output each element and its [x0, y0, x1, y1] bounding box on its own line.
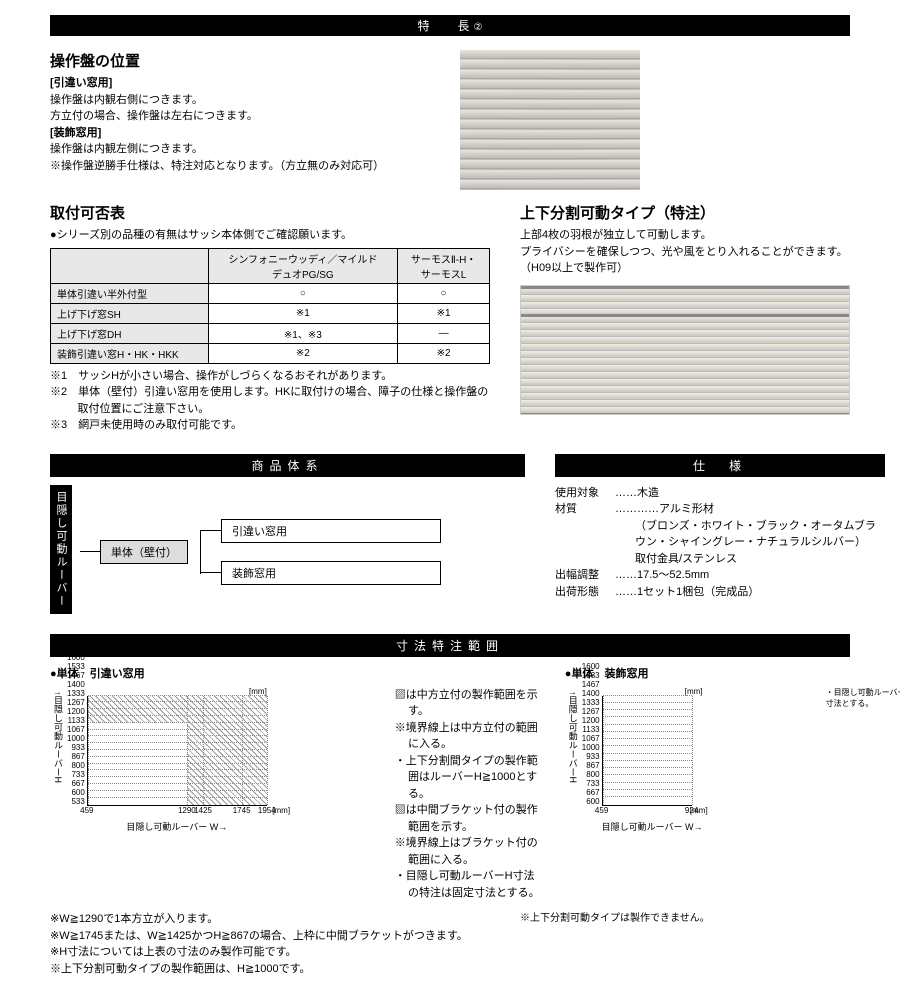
chart-left-ylabel: ↑目隠し可動ルーバーH: [50, 687, 67, 902]
tree-body: 単体（壁付） 引違い窓用 装飾窓用: [80, 485, 525, 614]
chart-right-xlabel: 目隠し可動ルーバー W→: [602, 820, 703, 833]
footer-right-note: ※上下分割可動タイプは製作できません。: [520, 911, 850, 977]
panel-h1: [引違い窓用]: [50, 75, 430, 92]
panel-p1a: 操作盤は内観右側につきます。: [50, 92, 430, 109]
chart-right-block: ●単体 装飾窓用 ↑目隠し可動ルーバーH [mm] 60066773380086…: [565, 665, 900, 902]
panel-p2: 操作盤は内観左側につきます。: [50, 141, 430, 158]
split-title: 上下分割可動タイプ（特注）: [520, 202, 850, 223]
tree-b1: 引違い窓用: [221, 519, 441, 543]
split-louver-photo: [520, 285, 850, 415]
lineup-bar: 商品体系: [50, 454, 525, 477]
panel-note: ※操作盤逆勝手仕様は、特注対応となります。（方立無のみ対応可）: [50, 158, 430, 175]
install-notes: ※1 サッシHが小さい場合、操作がしづらくなるおそれがあります。※2 単体（壁付…: [50, 368, 490, 434]
install-block: 取付可否表 ●シリーズ別の品種の有無はサッシ本体側でご確認願います。 シンフォニ…: [50, 202, 490, 434]
chart-left-grid: [87, 696, 267, 806]
panel-p1b: 方立付の場合、操作盤は左右につきます。: [50, 108, 430, 125]
spec-list: 使用対象……木造材質…………アルミ形材（ブロンズ・ホワイト・ブラック・オータムブ…: [555, 485, 885, 601]
chart-left: ↑目隠し可動ルーバーH [mm] 53360066773380086793310…: [50, 687, 391, 902]
install-table: シンフォニーウッディ／マイルドデュオPG/SGサーモスⅡ-H・サーモスL単体引違…: [50, 248, 490, 364]
chart-right-grid: [602, 696, 692, 806]
features-header: 特 長②: [50, 15, 850, 36]
chart-left-block: ●単体 引違い窓用 ↑目隠し可動ルーバーH [mm] 5336006677338…: [50, 665, 545, 902]
split-p3: （H09以上で製作可）: [520, 260, 850, 277]
dims-bar: 寸法特注範囲: [50, 634, 850, 657]
tree-vlabel: 目隠し可動ルーバー: [50, 485, 72, 614]
install-split-row: 取付可否表 ●シリーズ別の品種の有無はサッシ本体側でご確認願います。 シンフォニ…: [50, 202, 850, 434]
features-num: ②: [474, 22, 483, 33]
chart-right-title: ●単体 装飾窓用: [565, 665, 900, 681]
features-title: 特 長: [418, 19, 478, 33]
chart-right-yaxis: 6006677338008679331000106711331200126713…: [582, 696, 602, 806]
chart-right: ↑目隠し可動ルーバーH [mm] 60066773380086793310001…: [565, 687, 816, 843]
louver-photo: [460, 50, 640, 190]
panel-position-row: 操作盤の位置 [引違い窓用] 操作盤は内観右側につきます。 方立付の場合、操作盤…: [50, 50, 850, 190]
install-lead: ●シリーズ別の品種の有無はサッシ本体側でご確認願います。: [50, 227, 490, 244]
split-block: 上下分割可動タイプ（特注） 上部4枚の羽根が独立して可動します。 プライバシーを…: [520, 202, 850, 434]
chart-left-xlabel: 目隠し可動ルーバー W→: [87, 820, 267, 833]
chart-left-xaxis: 4591290142517451954[mm]: [87, 806, 267, 818]
footer-left-notes: ※W≧1290で1本方立が入ります。※W≧1745または、W≧1425かつH≧8…: [50, 911, 490, 977]
install-title: 取付可否表: [50, 202, 490, 223]
chart-left-yaxis: 5336006677338008679331000106711331200126…: [67, 696, 87, 806]
lineup-tree: 目隠し可動ルーバー 単体（壁付） 引違い窓用 装飾窓用: [50, 485, 525, 614]
chart-right-xaxis: 459924[mm]: [602, 806, 692, 818]
panel-position-title: 操作盤の位置: [50, 50, 430, 71]
tree-root: 単体（壁付）: [100, 540, 188, 564]
chart-right-ylabel: ↑目隠し可動ルーバーH: [565, 687, 582, 843]
lineup-spec-row: 商品体系 目隠し可動ルーバー 単体（壁付） 引違い窓用 装飾窓用 仕 様 使用対…: [50, 446, 850, 614]
split-p1: 上部4枚の羽根が独立して可動します。: [520, 227, 850, 244]
tree-b2: 装飾窓用: [221, 561, 441, 585]
panel-h2: [装飾窓用]: [50, 125, 430, 142]
panel-position-text: 操作盤の位置 [引違い窓用] 操作盤は内観右側につきます。 方立付の場合、操作盤…: [50, 50, 430, 190]
spec-bar: 仕 様: [555, 454, 885, 477]
split-p2: プライバシーを確保しつつ、光や風をとり入れることができます。: [520, 244, 850, 261]
chart-left-legend: ▨は中方立付の製作範囲を示す。※境界線上は中方立付の範囲に入る。・上下分割間タイ…: [395, 687, 545, 902]
dims-charts: ●単体 引違い窓用 ↑目隠し可動ルーバーH [mm] 5336006677338…: [50, 665, 850, 902]
footer-row: ※W≧1290で1本方立が入ります。※W≧1745または、W≧1425かつH≧8…: [50, 901, 850, 977]
chart-left-title: ●単体 引違い窓用: [50, 665, 545, 681]
chart-right-note: ・目隠し可動ルーバーH寸法の特注は固定寸法とする。: [826, 687, 900, 843]
panel-photo-wrap: [460, 50, 640, 190]
lineup-col: 商品体系 目隠し可動ルーバー 単体（壁付） 引違い窓用 装飾窓用: [50, 446, 525, 614]
spec-col: 仕 様 使用対象……木造材質…………アルミ形材（ブロンズ・ホワイト・ブラック・オ…: [555, 446, 885, 614]
